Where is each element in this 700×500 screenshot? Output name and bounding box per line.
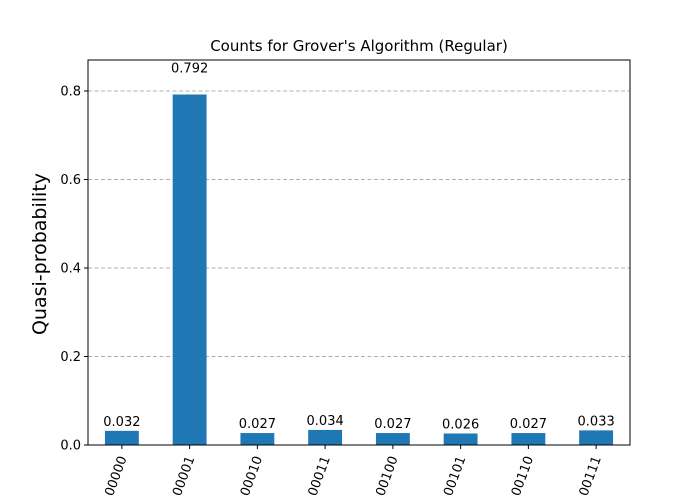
x-tick-label: 00100 xyxy=(373,454,401,498)
x-tick-label: 00001 xyxy=(170,454,198,498)
bar xyxy=(240,433,275,445)
chart-title: Counts for Grover's Algorithm (Regular) xyxy=(210,37,508,55)
x-tick-label: 00110 xyxy=(509,454,537,498)
bar xyxy=(104,430,139,445)
bar-value-label: 0.027 xyxy=(374,417,411,432)
y-tick-label: 0.8 xyxy=(60,84,81,99)
bar-value-label: 0.032 xyxy=(103,415,140,430)
x-tick-label: 00011 xyxy=(306,454,334,498)
y-tick-label: 0.4 xyxy=(60,261,81,276)
bar xyxy=(172,94,207,445)
y-tick-label: 0.0 xyxy=(60,439,81,454)
x-tick-label: 00000 xyxy=(102,454,130,498)
bar xyxy=(443,433,478,445)
bar xyxy=(579,430,614,445)
x-tick-label: 00010 xyxy=(238,454,266,498)
y-axis: 0.0 0.2 0.4 0.6 0.8 xyxy=(60,84,88,454)
bars xyxy=(104,94,614,445)
y-axis-label: Quasi-probability xyxy=(29,173,51,335)
x-tick-label: 00101 xyxy=(441,454,469,498)
y-tick-label: 0.2 xyxy=(60,350,81,365)
data-labels: 0.032 0.792 0.027 0.034 0.027 0.026 0.027 0.033 xyxy=(103,62,614,433)
x-tick-label: 00111 xyxy=(577,454,605,498)
bar-value-label: 0.027 xyxy=(239,417,276,432)
bar-value-label: 0.026 xyxy=(442,417,479,432)
bar xyxy=(511,433,546,445)
bar-value-label: 0.033 xyxy=(578,414,615,429)
bar xyxy=(308,429,343,445)
bar-value-label: 0.034 xyxy=(307,414,344,429)
bar-value-label: 0.027 xyxy=(510,417,547,432)
plot-frame xyxy=(87,59,631,446)
bar-value-label: 0.792 xyxy=(171,62,208,77)
y-tick-label: 0.6 xyxy=(60,173,81,188)
bar xyxy=(375,433,410,445)
gridlines xyxy=(88,90,630,357)
x-axis: 00000 00001 00010 00011 00100 00101 00110 00111 xyxy=(102,445,605,498)
